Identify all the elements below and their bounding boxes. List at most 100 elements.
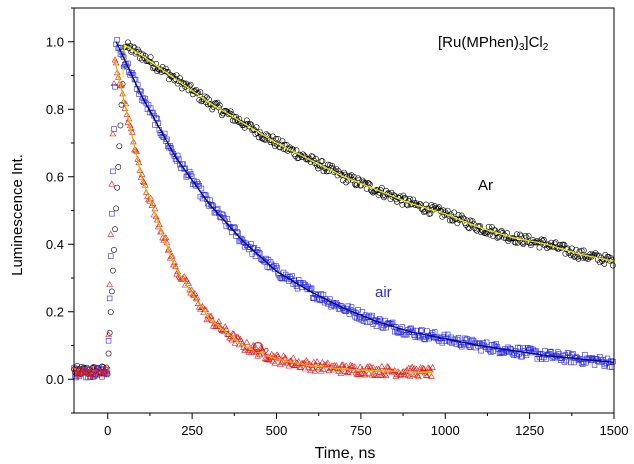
data-point (383, 363, 391, 369)
data-point (610, 262, 616, 269)
data-point (455, 335, 462, 341)
data-point (108, 288, 115, 295)
data-point (252, 253, 259, 259)
data-point (469, 218, 476, 225)
data-point (227, 108, 234, 115)
data-point (359, 365, 366, 372)
compound-label-part: ]Cl (524, 34, 542, 51)
data-point (312, 291, 318, 297)
data-point (343, 179, 350, 186)
data-point (365, 369, 373, 376)
data-point (313, 155, 319, 162)
x-axis-label: Time, ns (315, 445, 376, 462)
y-axis-label: Luminescence Int. (9, 154, 26, 276)
series-label-air: air (375, 284, 392, 301)
data-point (573, 246, 580, 253)
data-point (228, 336, 235, 343)
data-point (493, 341, 499, 347)
data-point (481, 230, 488, 237)
data-point (420, 365, 428, 372)
data-point (369, 188, 375, 195)
data-point (429, 363, 436, 370)
data-point (422, 371, 430, 378)
data-point (297, 363, 305, 370)
data-point (439, 340, 445, 346)
data-point (369, 312, 375, 319)
data-point (92, 368, 99, 375)
data-point (164, 246, 172, 253)
data-point (243, 117, 250, 124)
data-point (451, 209, 458, 216)
data-point (512, 239, 519, 246)
data-point (514, 239, 521, 246)
data-point (158, 228, 165, 235)
data-point (112, 226, 118, 233)
x-tick-label: 750 (350, 423, 372, 438)
data-point (198, 185, 205, 192)
data-point (292, 280, 299, 286)
data-point (522, 232, 529, 239)
data-point (254, 352, 261, 359)
data-point (268, 137, 275, 144)
compound-label-subscript: 3 (519, 42, 525, 53)
data-point (345, 368, 352, 375)
data-point (226, 223, 233, 230)
data-point (342, 362, 350, 369)
data-point (450, 217, 456, 224)
axes-layer: 0 250 500 750 1000 1250 1500 0.0 0.2 0.4 0.6 0.8 1.0 (46, 7, 628, 438)
y-tick-label: 1.0 (46, 34, 64, 49)
data-point (427, 210, 434, 217)
data-point (117, 122, 124, 129)
data-point (207, 312, 215, 319)
data-point (112, 84, 118, 90)
data-point (239, 236, 246, 243)
data-point (389, 319, 396, 326)
data-point (403, 366, 410, 373)
data-point (323, 360, 331, 367)
data-point (486, 231, 493, 238)
data-point (195, 181, 201, 187)
data-point (273, 135, 279, 142)
data-point (419, 327, 425, 333)
data-point (230, 330, 238, 337)
data-point (229, 117, 236, 124)
data-point (202, 306, 210, 313)
compound-label-subscript: 2 (543, 42, 549, 53)
data-point (555, 349, 561, 355)
y-tick-label: 0.2 (46, 304, 64, 319)
data-point (391, 367, 399, 373)
data-point (271, 359, 279, 366)
series-o2 (70, 56, 436, 380)
data-point (309, 153, 316, 160)
y-tick-label: 0.0 (46, 372, 64, 387)
data-point (252, 343, 259, 350)
data-point (316, 362, 324, 368)
data-point (565, 350, 572, 356)
data-point (379, 372, 387, 378)
data-point (419, 364, 427, 371)
data-point (241, 124, 248, 131)
data-point (525, 233, 532, 239)
data-point (209, 106, 216, 113)
data-point (120, 97, 127, 104)
data-point (466, 343, 472, 350)
data-point (268, 350, 275, 357)
data-point (234, 334, 242, 340)
data-point (331, 169, 338, 176)
data-point (109, 130, 117, 137)
data-point (225, 111, 232, 118)
data-point (329, 162, 336, 169)
data-point (198, 98, 205, 105)
data-point (117, 82, 124, 89)
data-point (105, 350, 112, 357)
data-point (362, 371, 369, 378)
x-tick-label: 0 (104, 423, 111, 438)
data-point (401, 371, 408, 378)
data-point (147, 54, 154, 61)
data-point (106, 329, 113, 336)
data-point (110, 80, 118, 87)
data-point (215, 317, 223, 324)
data-point (527, 242, 534, 249)
data-point (305, 363, 312, 370)
